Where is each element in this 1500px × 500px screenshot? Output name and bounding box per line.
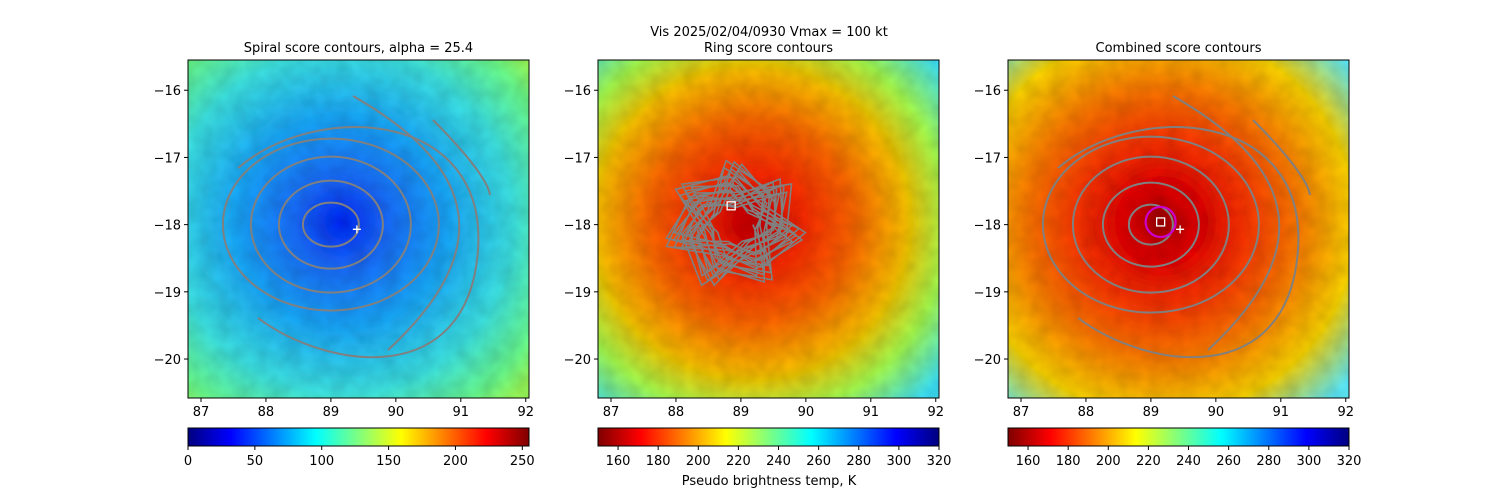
colorbar-label: Pseudo brightness temp, K <box>682 474 857 489</box>
colorbar-tick-label: 160 <box>1016 454 1041 469</box>
colorbar-tick-label: 280 <box>1256 454 1281 469</box>
colorbar-tick-label: 160 <box>606 454 631 469</box>
contour-line <box>1101 181 1200 268</box>
x-tick-label: 91 <box>453 405 470 420</box>
colorbar-tick-label: 0 <box>184 454 192 469</box>
y-tick-label: −20 <box>974 353 1001 368</box>
y-tick-label: −20 <box>154 353 181 368</box>
contour-line <box>301 201 360 248</box>
colorbar-tick-label: 240 <box>1176 454 1201 469</box>
colorbar: 160 180 200 220 240 260 280 300 320 <box>1007 427 1362 469</box>
figure-suptitle: Vis 2025/02/04/0930 Vmax = 100 kt <box>650 25 888 40</box>
colorbar-tick-label: 220 <box>726 454 751 469</box>
y-tick-label: −19 <box>154 286 181 301</box>
colorbar-tick-label: 200 <box>1096 454 1121 469</box>
contour-line <box>1057 126 1300 359</box>
x-tick-label: 92 <box>927 405 944 420</box>
contour-line <box>221 137 440 312</box>
contour-line <box>277 179 384 270</box>
colorbar-tick-label: 250 <box>510 454 535 469</box>
y-tick-label: −18 <box>974 219 1001 234</box>
x-tick-label: 88 <box>668 405 685 420</box>
contour-lines <box>221 95 491 359</box>
colorbar-gradient <box>597 427 940 447</box>
x-tick-label: 92 <box>517 405 534 420</box>
x-tick-label: 87 <box>603 405 620 420</box>
contour-line <box>1071 155 1230 294</box>
x-tick-label: 87 <box>1013 405 1030 420</box>
colorbar-gradient <box>1007 427 1350 447</box>
x-tick-label: 89 <box>1143 405 1160 420</box>
y-tick-label: −17 <box>154 151 181 166</box>
x-tick-label: 89 <box>733 405 750 420</box>
x-tick-label: 87 <box>193 405 210 420</box>
colorbar-tick-label: 150 <box>376 454 401 469</box>
colorbar-tick-label: 280 <box>846 454 871 469</box>
contour-lines <box>665 159 807 287</box>
center-marker-circle <box>1144 205 1177 239</box>
center-marker-plus <box>352 225 361 234</box>
x-tick-label: 90 <box>798 405 815 420</box>
colorbar-gradient <box>187 427 530 447</box>
x-tick-label: 91 <box>1273 405 1290 420</box>
colorbar-tick-label: 200 <box>443 454 468 469</box>
y-tick-label: −16 <box>154 84 181 99</box>
y-tick-label: −17 <box>564 151 591 166</box>
center-marker-square <box>1155 217 1166 227</box>
colorbar-tick-label: 300 <box>1296 454 1321 469</box>
y-tick-label: −20 <box>564 353 591 368</box>
contour-lines <box>1041 95 1311 359</box>
panel-title: Spiral score contours, alpha = 25.4 <box>244 41 473 56</box>
x-tick-label: 92 <box>1337 405 1354 420</box>
panel-title: Combined score contours <box>1096 41 1262 56</box>
colorbar: 160 180 200 220 240 260 280 300 320 <box>597 427 952 469</box>
contour-line <box>352 95 461 351</box>
colorbar: 0 50 100 150 200 250 <box>184 427 535 469</box>
contour-line <box>249 155 412 294</box>
y-tick-label: −18 <box>564 219 591 234</box>
colorbar-tick-label: 320 <box>927 454 952 469</box>
x-tick-label: 91 <box>863 405 880 420</box>
y-tick-label: −16 <box>974 84 1001 99</box>
colorbar-tick-label: 220 <box>1136 454 1161 469</box>
y-tick-label: −16 <box>564 84 591 99</box>
panel-title: Ring score contours <box>704 41 833 56</box>
colorbar-tick-label: 50 <box>247 454 264 469</box>
panel-3: Combined score contours 87 88 89 90 91 92 −16 −1… <box>974 41 1362 469</box>
contour-line <box>1252 119 1311 196</box>
panel-2: Ring score contours 87 88 89 90 91 92 −16 −17 −18… <box>564 41 952 469</box>
heatmap-image <box>598 60 939 398</box>
contour-line <box>432 119 491 196</box>
colorbar-tick-label: 100 <box>309 454 334 469</box>
y-tick-label: −19 <box>564 286 591 301</box>
axes-frame <box>597 59 940 399</box>
contour-line <box>237 126 480 359</box>
panel-1: Spiral score contours, alpha = 25.4 87 88 8… <box>154 41 535 469</box>
x-tick-label: 88 <box>258 405 275 420</box>
colorbar-tick-label: 300 <box>886 454 911 469</box>
colorbar-tick-label: 260 <box>806 454 831 469</box>
x-tick-label: 90 <box>1208 405 1225 420</box>
y-tick-label: −18 <box>154 219 181 234</box>
colorbar-tick-label: 180 <box>1056 454 1081 469</box>
contour-line <box>1172 95 1281 351</box>
contour-line <box>1041 135 1260 314</box>
contour-line <box>665 159 807 287</box>
colorbar-tick-label: 200 <box>686 454 711 469</box>
colorbar-tick-label: 180 <box>646 454 671 469</box>
x-tick-label: 89 <box>323 405 340 420</box>
colorbar-tick-label: 320 <box>1337 454 1362 469</box>
contour-line <box>1127 203 1174 246</box>
axes-frame <box>1007 59 1350 399</box>
colorbar-tick-label: 240 <box>766 454 791 469</box>
center-marker-square <box>726 201 736 211</box>
y-tick-label: −17 <box>974 151 1001 166</box>
y-tick-label: −19 <box>974 286 1001 301</box>
x-tick-label: 90 <box>388 405 405 420</box>
axes-frame <box>187 59 530 399</box>
center-marker-plus <box>1176 225 1185 234</box>
colorbar-tick-label: 260 <box>1216 454 1241 469</box>
x-tick-label: 88 <box>1078 405 1095 420</box>
